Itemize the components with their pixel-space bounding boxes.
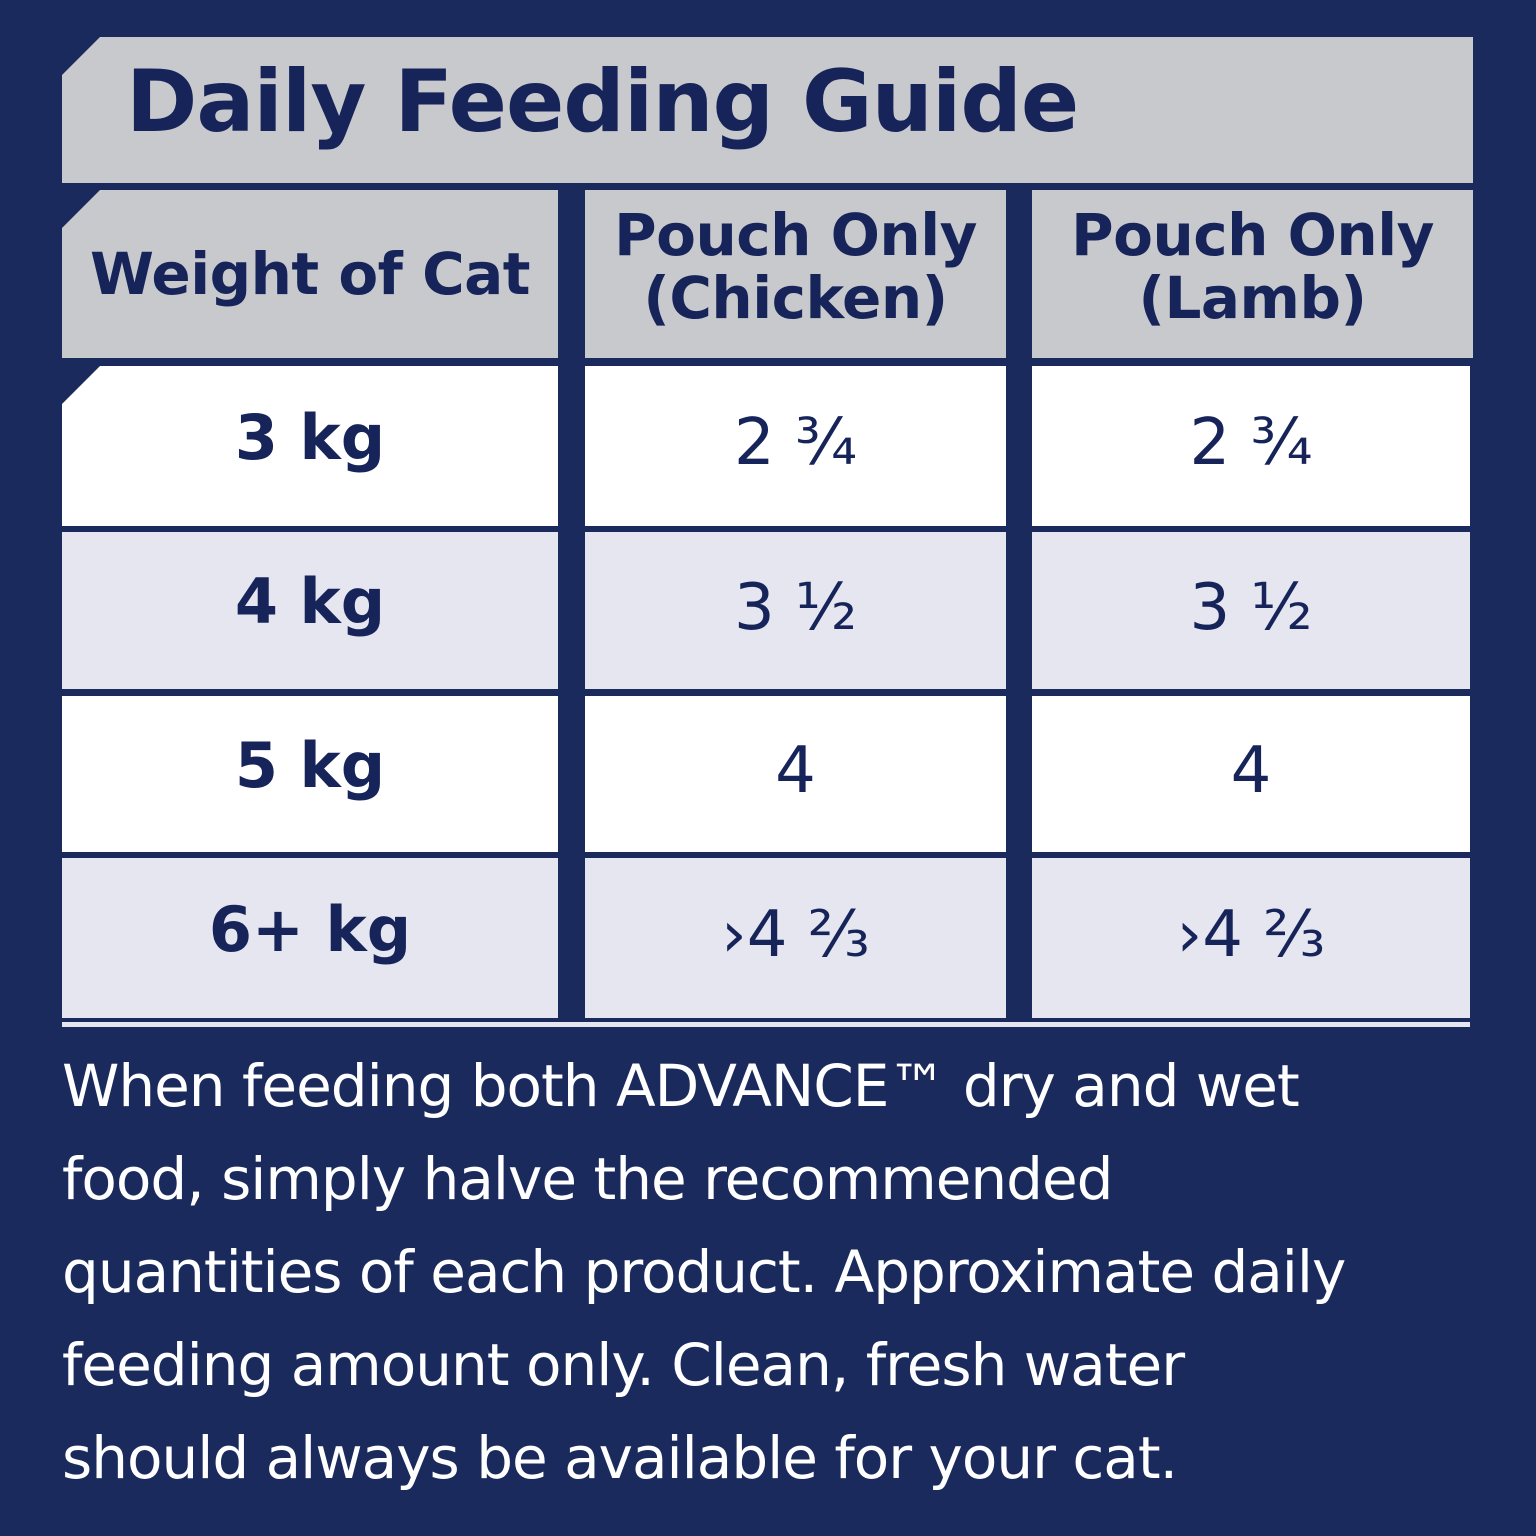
- header-pouch-chicken: Pouch Only (Chicken): [585, 190, 1006, 358]
- chicken-quantity: 3 ½: [733, 570, 858, 645]
- weight-value: 4 kg: [234, 565, 386, 638]
- row-5kg-lamb: 4: [1032, 696, 1470, 852]
- header-weight-label: Weight of Cat: [89, 239, 531, 308]
- header-chicken-line2: (Chicken): [643, 264, 948, 332]
- header-weight-of-cat: Weight of Cat: [62, 190, 558, 358]
- row-3kg-weight: 3 kg: [62, 366, 558, 526]
- lamb-quantity: 4: [1230, 734, 1272, 808]
- feeding-note: When feeding both ADVANCE™ dry and wet f…: [62, 1040, 1502, 1505]
- page-title: Daily Feeding Guide: [126, 52, 1079, 152]
- row-3kg-chicken: 2 ¾: [585, 366, 1006, 526]
- weight-value: 3 kg: [234, 400, 386, 474]
- weight-value: 6+ kg: [208, 892, 412, 966]
- row-4kg-lamb: 3 ½: [1032, 532, 1470, 689]
- row-5kg-chicken: 4: [585, 696, 1006, 852]
- row-6kg-lamb: ›4 ⅔: [1032, 858, 1470, 1018]
- note-line: should always be available for your cat.: [62, 1424, 1178, 1492]
- header-chicken-line1: Pouch Only: [614, 201, 977, 270]
- row-3kg-lamb: 2 ¾: [1032, 366, 1470, 526]
- chicken-quantity: 2 ¾: [733, 406, 858, 480]
- chicken-quantity: 4: [775, 734, 816, 808]
- header-lamb-line2: (Lamb): [1138, 264, 1367, 332]
- table-bottom-rule: [62, 1022, 1470, 1027]
- row-6kg-chicken: ›4 ⅔: [585, 858, 1006, 1018]
- note-line: food, simply halve the recommended: [62, 1145, 1113, 1213]
- header-pouch-lamb: Pouch Only (Lamb): [1032, 190, 1473, 358]
- note-line: feeding amount only. Clean, fresh water: [62, 1331, 1185, 1399]
- row-4kg-weight: 4 kg: [62, 532, 558, 689]
- title-band: [62, 37, 1473, 183]
- chicken-quantity: ›4 ⅔: [721, 898, 870, 972]
- header-lamb-line1: Pouch Only: [1071, 201, 1434, 270]
- row-6kg-weight: 6+ kg: [62, 858, 558, 1018]
- weight-value: 5 kg: [234, 728, 386, 802]
- row-4kg-chicken: 3 ½: [585, 532, 1006, 689]
- lamb-quantity: 2 ¾: [1189, 406, 1313, 480]
- row-5kg-weight: 5 kg: [62, 696, 558, 852]
- lamb-quantity: ›4 ⅔: [1176, 898, 1326, 972]
- note-line: When feeding both ADVANCE™ dry and wet: [62, 1052, 1300, 1120]
- note-line: quantities of each product. Approximate …: [62, 1238, 1346, 1306]
- lamb-quantity: 3 ½: [1189, 570, 1313, 645]
